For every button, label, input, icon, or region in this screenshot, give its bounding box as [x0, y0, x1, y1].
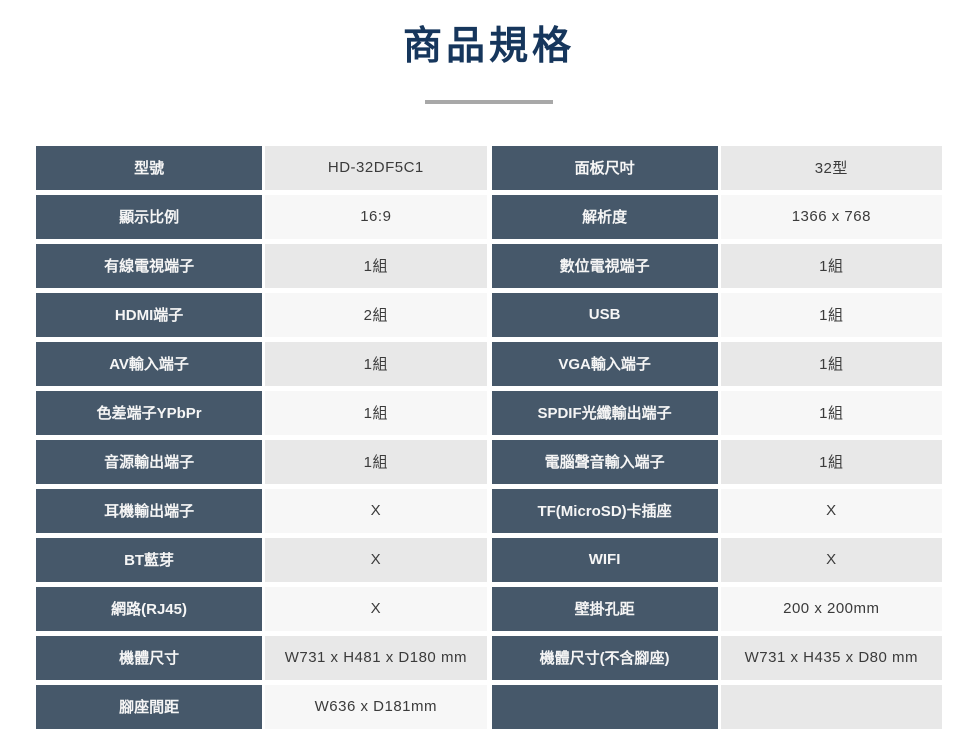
spec-row: 音源輸出端子 1組	[36, 439, 487, 484]
spec-value: 1組	[265, 439, 487, 484]
spec-value: 1組	[265, 390, 487, 435]
spec-label: USB	[491, 292, 718, 337]
spec-value: W636 x D181mm	[265, 684, 487, 729]
spec-table-right: 面板尺吋 32型 解析度 1366 x 768 數位電視端子 1組 USB 1組 VGA輸入端子…	[491, 145, 942, 729]
spec-label: 顯示比例	[36, 194, 263, 239]
spec-row: 壁掛孔距 200 x 200mm	[491, 586, 942, 631]
spec-label: 機體尺寸(不含腳座)	[491, 635, 718, 680]
spec-row	[491, 684, 942, 729]
spec-value: W731 x H435 x D80 mm	[720, 635, 942, 680]
spec-table-left: 型號 HD-32DF5C1 顯示比例 16:9 有線電視端子 1組 HDMI端子 2組 AV輸入…	[36, 145, 487, 729]
spec-value: W731 x H481 x D180 mm	[265, 635, 487, 680]
spec-value: X	[265, 537, 487, 582]
page-title: 商品規格	[402, 25, 575, 68]
spec-row: 腳座間距 W636 x D181mm	[36, 684, 487, 729]
spec-row: WIFI X	[491, 537, 942, 582]
spec-label: 面板尺吋	[491, 145, 718, 190]
spec-label: HDMI端子	[36, 292, 263, 337]
spec-label: 音源輸出端子	[36, 439, 263, 484]
spec-label: 色差端子YPbPr	[36, 390, 263, 435]
spec-label: 數位電視端子	[491, 243, 718, 288]
spec-label: 機體尺寸	[36, 635, 263, 680]
spec-tables: 型號 HD-32DF5C1 顯示比例 16:9 有線電視端子 1組 HDMI端子 2組 AV輸入…	[36, 145, 942, 729]
spec-value: 200 x 200mm	[720, 586, 942, 631]
spec-label: 電腦聲音輸入端子	[491, 439, 718, 484]
spec-label: AV輸入端子	[36, 341, 263, 386]
spec-label: WIFI	[491, 537, 718, 582]
spec-value: 1組	[720, 243, 942, 288]
spec-value: HD-32DF5C1	[265, 145, 487, 190]
spec-row: 數位電視端子 1組	[491, 243, 942, 288]
spec-value: X	[265, 488, 487, 533]
spec-value: 1組	[720, 390, 942, 435]
spec-row: SPDIF光纖輸出端子 1組	[491, 390, 942, 435]
spec-value: 1組	[265, 341, 487, 386]
spec-row: 色差端子YPbPr 1組	[36, 390, 487, 435]
spec-row: 面板尺吋 32型	[491, 145, 942, 190]
spec-value: 1366 x 768	[720, 194, 942, 239]
spec-value: 1組	[720, 439, 942, 484]
spec-value: 1組	[720, 292, 942, 337]
spec-label: 壁掛孔距	[491, 586, 718, 631]
spec-row: 機體尺寸(不含腳座) W731 x H435 x D80 mm	[491, 635, 942, 680]
spec-row: 網路(RJ45) X	[36, 586, 487, 631]
spec-label: TF(MicroSD)卡插座	[491, 488, 718, 533]
spec-label: 耳機輸出端子	[36, 488, 263, 533]
spec-row: 有線電視端子 1組	[36, 243, 487, 288]
spec-value: 1組	[720, 341, 942, 386]
spec-value: X	[265, 586, 487, 631]
spec-row: 顯示比例 16:9	[36, 194, 487, 239]
spec-row: 耳機輸出端子 X	[36, 488, 487, 533]
spec-label	[491, 684, 718, 729]
spec-value: X	[720, 537, 942, 582]
spec-label: 有線電視端子	[36, 243, 263, 288]
spec-row: USB 1組	[491, 292, 942, 337]
title-divider	[425, 99, 553, 104]
spec-label: 解析度	[491, 194, 718, 239]
spec-row: 型號 HD-32DF5C1	[36, 145, 487, 190]
spec-row: HDMI端子 2組	[36, 292, 487, 337]
spec-value	[720, 684, 942, 729]
spec-label: VGA輸入端子	[491, 341, 718, 386]
spec-row: VGA輸入端子 1組	[491, 341, 942, 386]
spec-value: 32型	[720, 145, 942, 190]
spec-row: 電腦聲音輸入端子 1組	[491, 439, 942, 484]
spec-row: 解析度 1366 x 768	[491, 194, 942, 239]
spec-value: 2組	[265, 292, 487, 337]
spec-value: 16:9	[265, 194, 487, 239]
spec-row: TF(MicroSD)卡插座 X	[491, 488, 942, 533]
spec-value: X	[720, 488, 942, 533]
spec-label: 腳座間距	[36, 684, 263, 729]
spec-label: BT藍芽	[36, 537, 263, 582]
spec-label: SPDIF光纖輸出端子	[491, 390, 718, 435]
spec-label: 網路(RJ45)	[36, 586, 263, 631]
spec-value: 1組	[265, 243, 487, 288]
spec-row: BT藍芽 X	[36, 537, 487, 582]
spec-row: 機體尺寸 W731 x H481 x D180 mm	[36, 635, 487, 680]
spec-label: 型號	[36, 145, 263, 190]
spec-row: AV輸入端子 1組	[36, 341, 487, 386]
